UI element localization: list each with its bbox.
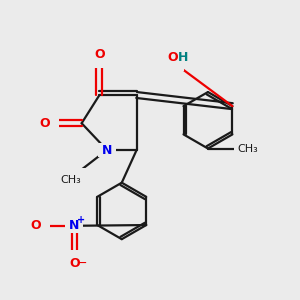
Bar (98, 142, 116, 158)
Bar (61, 168, 88, 183)
Text: O: O (39, 117, 50, 130)
Text: O: O (167, 51, 178, 64)
Text: O: O (94, 48, 105, 62)
Bar (166, 56, 184, 71)
Text: N: N (69, 219, 80, 232)
Bar (33, 218, 50, 233)
Bar (234, 141, 258, 156)
Text: N: N (102, 143, 112, 157)
Text: +: + (77, 215, 85, 225)
Bar (65, 218, 83, 233)
Text: O: O (69, 257, 80, 270)
Text: H: H (178, 51, 188, 64)
Bar (41, 116, 59, 131)
Bar (65, 250, 83, 264)
Text: −: − (76, 257, 87, 270)
Text: CH₃: CH₃ (61, 175, 82, 185)
Text: CH₃: CH₃ (237, 143, 258, 154)
Bar (91, 53, 108, 68)
Text: O: O (30, 219, 41, 232)
